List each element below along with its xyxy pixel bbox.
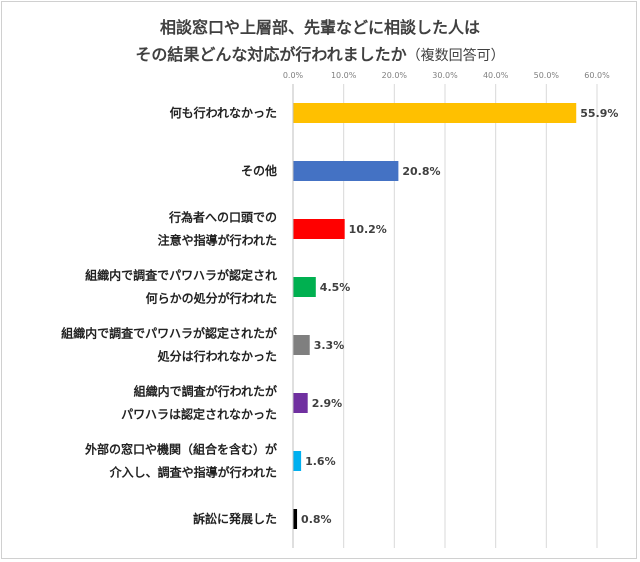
chart-title-line2-main: その結果どんな対応が行われましたか xyxy=(135,45,407,64)
bar xyxy=(293,509,298,529)
bar xyxy=(293,219,345,239)
x-tick-label: 60.0% xyxy=(584,71,610,80)
bar xyxy=(293,451,302,471)
bar xyxy=(293,277,316,297)
data-label: 4.5% xyxy=(320,281,351,294)
bar xyxy=(293,103,577,123)
category-label: 組織内で調査でパワハラが認定されたが xyxy=(61,326,277,341)
chart-title: 相談窓口や上層部、先輩などに相談した人は その結果どんな対応が行われましたか（複… xyxy=(0,14,640,70)
x-tick-label: 30.0% xyxy=(432,71,458,80)
data-label: 2.9% xyxy=(312,397,343,410)
category-label: その他 xyxy=(241,163,277,178)
bar xyxy=(293,393,308,413)
category-label: 介入し、調査や指導が行われた xyxy=(109,465,277,480)
category-label: 外部の窓口や機関（組合を含む）が xyxy=(85,442,277,457)
bar xyxy=(293,335,310,355)
x-tick-label: 10.0% xyxy=(331,71,357,80)
chart-title-line2: その結果どんな対応が行われましたか（複数回答可） xyxy=(0,41,640,70)
x-tick-label: 0.0% xyxy=(283,71,304,80)
data-label: 0.8% xyxy=(301,513,332,526)
category-label: 何も行われなかった xyxy=(170,105,277,120)
category-label: 何らかの処分が行われた xyxy=(146,291,277,306)
data-label: 3.3% xyxy=(314,339,345,352)
chart-title-line1: 相談窓口や上層部、先輩などに相談した人は xyxy=(159,18,480,37)
data-label: 55.9% xyxy=(580,107,618,120)
category-label: 組織内で調査でパワハラが認定され xyxy=(85,268,277,283)
bar xyxy=(293,161,399,181)
data-label: 20.8% xyxy=(402,165,440,178)
category-label: 訴訟に発展した xyxy=(193,511,277,526)
x-tick-label: 40.0% xyxy=(483,71,509,80)
category-label: 組織内で調査が行われたが xyxy=(134,384,277,399)
category-label: 行為者への口頭での xyxy=(168,210,277,225)
category-label: 注意や指導が行われた xyxy=(158,233,277,248)
chart-title-note: （複数回答可） xyxy=(406,48,505,64)
x-tick-label: 50.0% xyxy=(534,71,560,80)
data-label: 1.6% xyxy=(305,455,336,468)
category-label: 処分は行われなかった xyxy=(157,349,277,364)
data-label: 10.2% xyxy=(349,223,387,236)
category-label: パワハラは認定されなかった xyxy=(121,407,277,422)
x-tick-label: 20.0% xyxy=(382,71,408,80)
